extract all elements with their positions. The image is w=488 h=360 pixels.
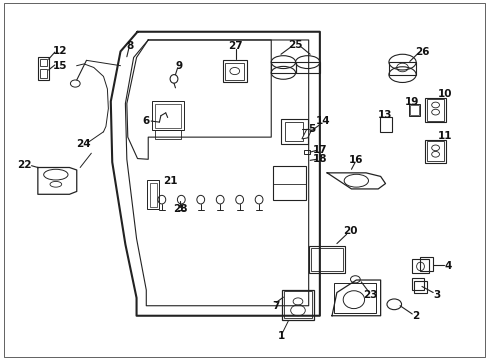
Bar [427,141,443,161]
Bar [281,119,307,144]
Bar [154,104,181,128]
Bar [427,99,443,121]
Text: 8: 8 [126,41,134,51]
Bar [425,98,445,122]
Bar [285,122,303,141]
Bar [308,246,345,273]
Text: 23: 23 [362,290,376,300]
Bar [425,140,445,163]
Bar [310,248,343,271]
Bar [388,62,415,75]
Text: 12: 12 [52,46,67,56]
Bar [272,166,305,200]
Bar [222,60,246,82]
Bar [152,102,183,130]
Bar [40,69,46,78]
Text: 17: 17 [312,145,326,156]
Bar [303,150,309,154]
Text: 25: 25 [288,40,302,50]
Text: 16: 16 [348,155,363,165]
Bar [282,290,313,320]
Text: 9: 9 [175,61,182,71]
Bar [408,104,419,116]
Bar [334,283,375,313]
Text: 1: 1 [277,332,284,342]
Bar [224,63,244,80]
Text: 2: 2 [411,311,418,321]
Bar [149,183,157,207]
Text: 21: 21 [163,176,178,186]
Text: 22: 22 [18,160,32,170]
Bar [154,130,181,139]
Bar [419,257,432,271]
Bar [295,62,319,73]
Bar [409,105,418,114]
Text: 3: 3 [432,290,439,300]
Text: 14: 14 [315,116,330,126]
Bar [271,62,295,73]
Text: 4: 4 [443,261,450,271]
Text: 18: 18 [312,154,326,164]
Text: 5: 5 [307,124,315,134]
Text: 10: 10 [437,89,451,99]
Bar [411,259,428,273]
Text: 24: 24 [76,139,90,149]
Bar [38,57,48,80]
Text: 28: 28 [173,204,187,214]
Polygon shape [301,129,311,139]
Text: 19: 19 [404,97,419,107]
Text: 11: 11 [437,131,451,141]
Text: 20: 20 [343,226,357,236]
Text: 27: 27 [228,41,243,51]
Text: 15: 15 [52,61,67,71]
Text: 26: 26 [414,47,428,57]
Bar [379,117,391,132]
Text: 6: 6 [142,116,150,126]
Bar [413,281,427,293]
Bar [147,180,159,208]
Bar [284,292,311,318]
Bar [40,59,46,66]
Bar [411,278,424,290]
Text: 7: 7 [272,301,279,311]
Text: 13: 13 [378,110,392,120]
